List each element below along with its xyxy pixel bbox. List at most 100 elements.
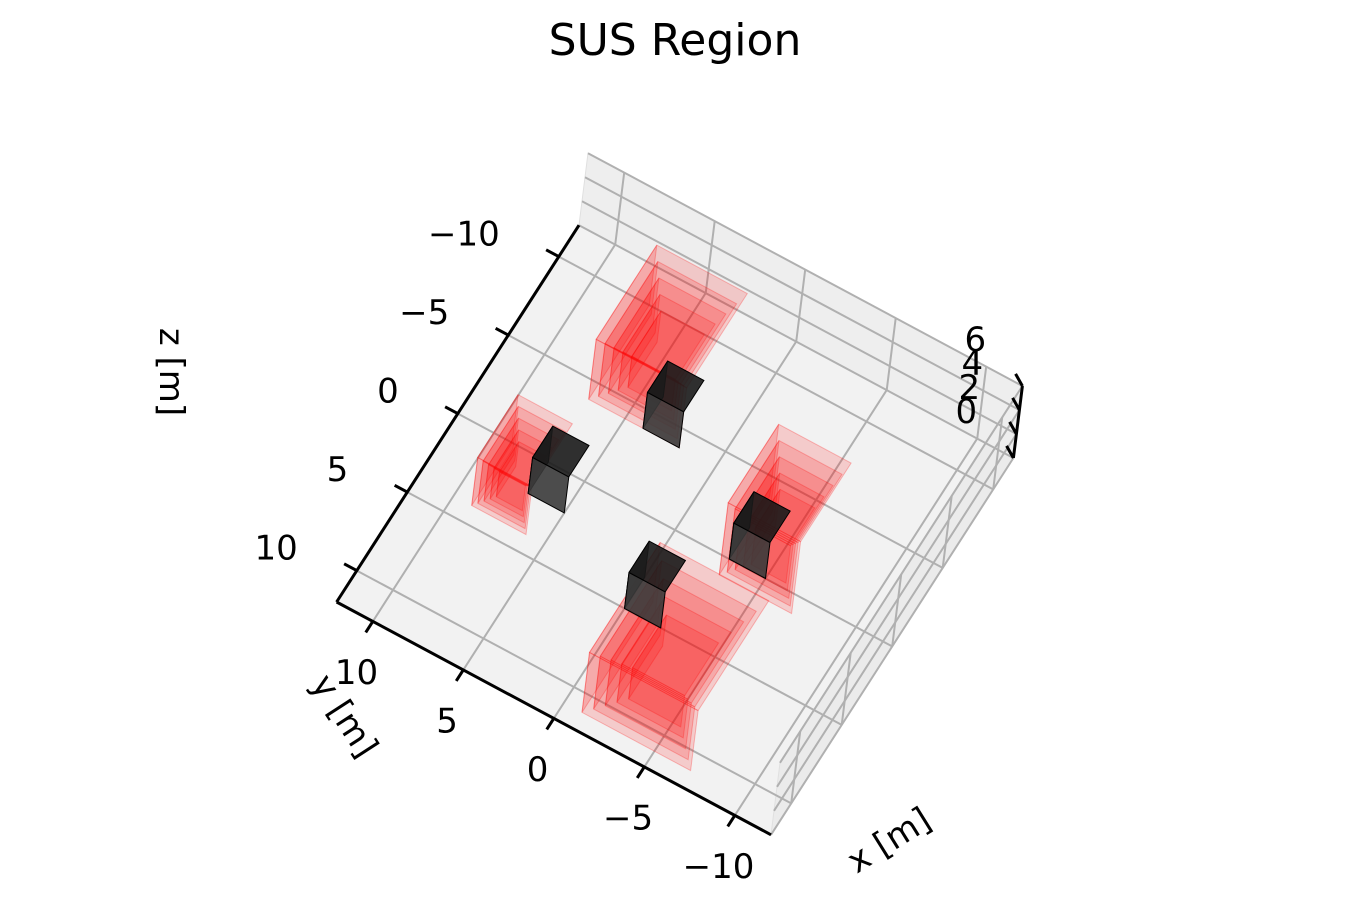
obstacle-1-face bbox=[646, 360, 705, 413]
region-west-face bbox=[595, 244, 749, 389]
z-tick-label: 6 bbox=[964, 320, 986, 360]
obstacle-1 bbox=[642, 360, 705, 449]
x-tick bbox=[545, 717, 556, 731]
x-tick-label: 5 bbox=[436, 702, 458, 742]
y-tick-label: 0 bbox=[377, 371, 399, 411]
region-south-face bbox=[495, 470, 527, 512]
region-south bbox=[495, 440, 546, 512]
region-south-face bbox=[489, 467, 528, 518]
region-east bbox=[616, 596, 732, 739]
obstacle-3 bbox=[623, 540, 687, 629]
x-tick-label: −10 bbox=[683, 847, 755, 887]
axis-lines bbox=[335, 224, 1024, 837]
y-tick-label: 10 bbox=[254, 528, 297, 568]
grid-line bbox=[840, 652, 852, 726]
z-tick bbox=[1008, 421, 1018, 435]
y-tick bbox=[545, 248, 560, 258]
grid-line bbox=[976, 366, 988, 439]
region-south-face bbox=[483, 417, 519, 502]
obstacle-3-face bbox=[628, 540, 687, 593]
region-east-face bbox=[628, 666, 686, 728]
region-east-face bbox=[604, 659, 692, 750]
region-south bbox=[489, 429, 553, 518]
grid-line bbox=[457, 412, 893, 648]
grid-line bbox=[891, 574, 903, 647]
z-tick-label: 4 bbox=[961, 344, 983, 384]
region-west-face bbox=[622, 293, 716, 383]
region-west-face bbox=[588, 244, 658, 400]
region-west-face bbox=[613, 277, 727, 385]
y-tick bbox=[444, 405, 459, 415]
chart-title: SUS Region bbox=[549, 15, 802, 66]
x-axis-label: x [m] bbox=[840, 800, 938, 882]
grid-line bbox=[584, 176, 1020, 411]
region-south-face bbox=[483, 463, 530, 524]
obstacle-4-face bbox=[531, 425, 590, 478]
region-south-face bbox=[477, 406, 519, 504]
region-east-face bbox=[628, 614, 667, 700]
region-south-face bbox=[495, 441, 520, 498]
z-axis-label: z [m] bbox=[151, 328, 191, 416]
grid-line bbox=[371, 244, 617, 622]
z-axis-line bbox=[1011, 385, 1024, 459]
region-west-face bbox=[617, 294, 661, 391]
z-tick-label: 0 bbox=[955, 392, 977, 432]
plot-shapes bbox=[471, 244, 852, 772]
region-south-face bbox=[471, 394, 519, 506]
grid-line bbox=[773, 433, 1018, 812]
z-tick bbox=[1005, 445, 1015, 459]
grid-line bbox=[941, 495, 953, 569]
z-tick bbox=[1014, 373, 1024, 387]
x-tick-label: 0 bbox=[527, 750, 549, 790]
region-west-face bbox=[607, 277, 660, 394]
x-tick-label: −5 bbox=[603, 799, 653, 839]
grid-line bbox=[356, 569, 792, 805]
region-east-face bbox=[593, 655, 696, 761]
region-west-face bbox=[598, 261, 659, 397]
grid-line bbox=[776, 409, 1021, 788]
y-tick-label: −5 bbox=[399, 293, 449, 333]
region-south-face bbox=[477, 460, 531, 530]
grid-line bbox=[704, 220, 716, 294]
region-east-face bbox=[616, 663, 689, 739]
x-tick-label: 10 bbox=[335, 653, 378, 693]
grid-line bbox=[795, 269, 807, 342]
x-tick bbox=[726, 814, 737, 828]
region-east-face bbox=[621, 596, 732, 701]
grid-line bbox=[578, 224, 1014, 459]
grid-line bbox=[885, 317, 897, 391]
z-tick bbox=[1011, 397, 1021, 411]
grid-line bbox=[581, 200, 1017, 435]
z-tick-label: 2 bbox=[958, 368, 980, 408]
region-south bbox=[471, 394, 574, 536]
region-south-face bbox=[489, 429, 520, 500]
y-tick bbox=[494, 326, 510, 337]
x-tick bbox=[364, 620, 375, 634]
grid-line bbox=[992, 417, 1004, 490]
obstacle-2-face bbox=[733, 491, 791, 544]
region-south-face bbox=[471, 456, 533, 536]
obstacle-2 bbox=[728, 491, 791, 580]
grid-line bbox=[790, 731, 802, 804]
y-tick-label: −10 bbox=[428, 214, 500, 254]
grid-line bbox=[462, 292, 707, 671]
grid-line bbox=[614, 172, 626, 245]
y-tick bbox=[343, 562, 358, 572]
y-tick bbox=[393, 483, 409, 494]
region-west-face bbox=[627, 310, 662, 388]
x-tick bbox=[454, 669, 465, 682]
region-east bbox=[628, 614, 720, 728]
region-west-face bbox=[631, 310, 706, 381]
grid-line bbox=[770, 457, 1015, 836]
region-east-face bbox=[631, 614, 720, 697]
obstacle-4 bbox=[527, 425, 590, 514]
y-tick-label: 5 bbox=[327, 450, 349, 490]
x-tick bbox=[635, 766, 646, 779]
grid-line bbox=[587, 152, 1023, 387]
region-west-face bbox=[604, 260, 738, 387]
region-east-face bbox=[581, 651, 699, 772]
region-south bbox=[477, 405, 567, 530]
grid-line bbox=[779, 385, 1024, 764]
